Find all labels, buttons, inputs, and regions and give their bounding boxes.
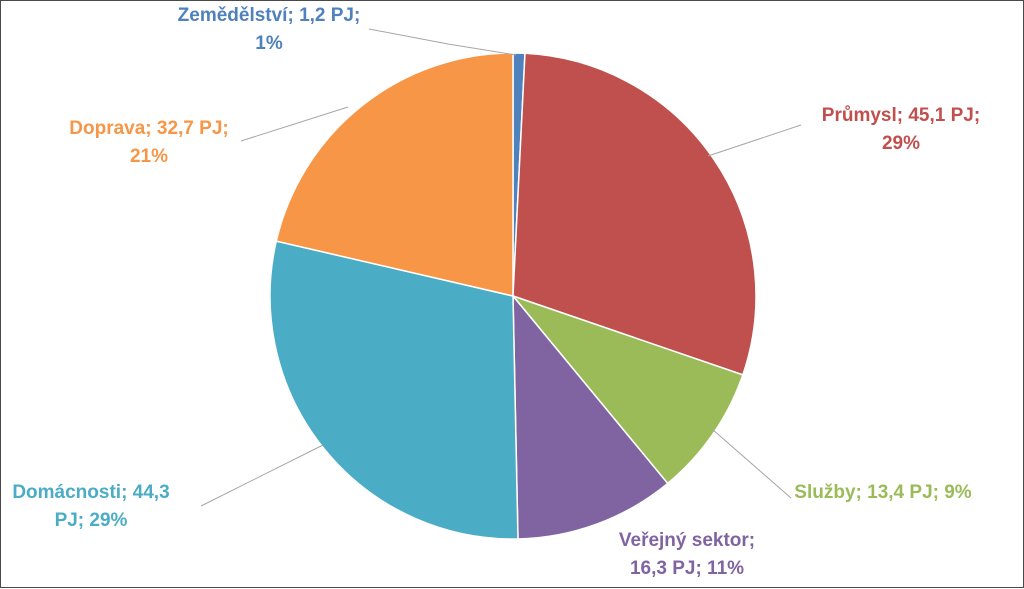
data-label-line: 21% [130, 146, 168, 167]
pie-slice-prumysl [512, 52, 757, 376]
pie-slice-doprava [275, 52, 514, 297]
pie-slice-verejny-sektor [512, 293, 669, 540]
data-label: Domácnosti; 44,3 PJ; 29% [12, 482, 169, 531]
data-label-line: Služby; 13,4 PJ; 9% [794, 482, 972, 503]
data-label-line: Průmysl; 45,1 PJ; [822, 105, 980, 126]
leader-line [368, 28, 517, 56]
pie-slice-domacnosti [269, 240, 519, 540]
data-label: Zemědělství; 1,2 PJ; 1% [178, 5, 361, 54]
data-label-line: Domácnosti; 44,3 [12, 482, 169, 503]
data-label-line: Zemědělství; 1,2 PJ; [178, 5, 361, 26]
data-label: Veřejný sektor; 16,3 PJ; 11% [619, 530, 755, 579]
data-label-line: Veřejný sektor; [619, 530, 755, 551]
data-label-line: 1% [255, 33, 283, 54]
leader-line [200, 444, 324, 507]
data-label: Průmysl; 45,1 PJ; 29% [822, 105, 980, 154]
leader-line [240, 106, 349, 142]
pie-slice-sluzby [510, 294, 744, 485]
data-label-line: PJ; 29% [55, 510, 128, 531]
data-label: Doprava; 32,7 PJ; 21% [69, 118, 228, 167]
data-label-line: 29% [882, 133, 920, 154]
data-label-line: Doprava; 32,7 PJ; [69, 118, 228, 139]
leader-line [711, 428, 792, 499]
data-label: Služby; 13,4 PJ; 9% [794, 482, 972, 503]
leader-line [707, 124, 802, 157]
data-label-line: 16,3 PJ; 11% [630, 558, 744, 579]
